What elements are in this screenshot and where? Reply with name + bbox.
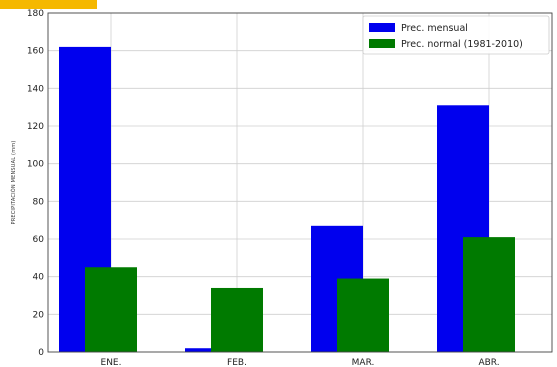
y-tick-label: 140: [27, 84, 44, 94]
legend-label: Prec. mensual: [401, 23, 468, 34]
bars: [59, 46, 515, 353]
y-tick-label: 180: [27, 9, 44, 19]
legend: Prec. mensual Prec. normal (1981-2010): [362, 15, 550, 55]
plot-frame: [47, 12, 553, 353]
bar-prec-normal-0: [85, 267, 137, 352]
x-tick-label: ENE.: [101, 358, 122, 367]
x-tick-labels: ENE. FEB. MAR. ABR.: [101, 358, 500, 367]
y-tick-label: 60: [33, 235, 45, 245]
y-tick-label: 0: [38, 348, 44, 358]
legend-box: [362, 15, 550, 55]
x-tick-label: ABR.: [478, 358, 499, 367]
y-tick-label: 20: [33, 310, 45, 320]
y-tick-label: 80: [33, 197, 45, 207]
legend-swatch: [369, 23, 395, 32]
y-tick-label: 40: [33, 273, 45, 283]
y-tick-label: 120: [27, 122, 44, 132]
y-tick-label: 100: [27, 160, 44, 170]
axes: [47, 12, 553, 353]
header-accent-bar: [0, 0, 97, 9]
y-tick-label: 160: [27, 47, 44, 57]
legend-label: Prec. normal (1981-2010): [401, 39, 523, 50]
legend-swatch: [369, 39, 395, 48]
y-tick-labels: 0 20 40 60 80 100 120 140 160 180: [27, 9, 44, 358]
x-tick-label: FEB.: [227, 358, 247, 367]
bar-prec-normal-2: [337, 278, 389, 352]
x-tick-label: MAR.: [352, 358, 375, 367]
bar-prec-normal-1: [211, 287, 263, 352]
bar-prec-normal-3: [463, 237, 515, 352]
y-axis-label: PRECIPITACIÓN MENSUAL (mm): [10, 140, 17, 224]
